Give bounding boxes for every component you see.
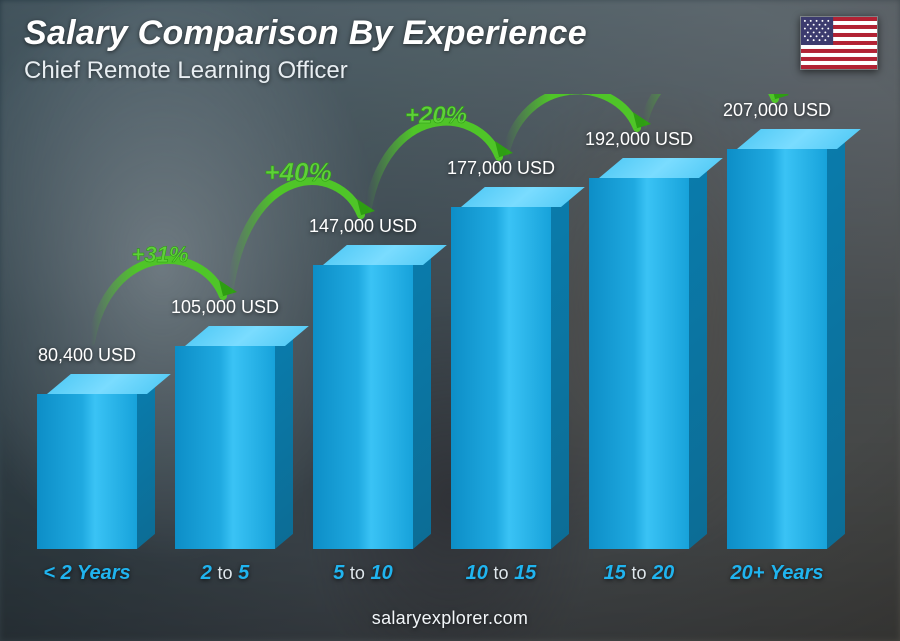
bar-side-face [275, 331, 293, 549]
bar-front-face [589, 178, 689, 549]
bar [589, 178, 689, 549]
bar-front-face [175, 346, 275, 549]
bar-value-label: 105,000 USD [145, 297, 305, 318]
bar [175, 346, 275, 549]
bars-container: 80,400 USD105,000 USD147,000 USD177,000 … [18, 94, 846, 549]
bar-side-face [137, 379, 155, 549]
x-axis-label: 2 to 5 [156, 562, 294, 585]
bar-column: 207,000 USD [708, 149, 846, 549]
bar-value-label: 207,000 USD [697, 100, 857, 121]
bar-value-label: 177,000 USD [421, 158, 581, 179]
stage: Salary Comparison By Experience Chief Re… [0, 0, 900, 641]
bar-front-face [37, 394, 137, 549]
page-title: Salary Comparison By Experience [24, 14, 587, 53]
bar-side-face [413, 250, 431, 549]
page-subtitle: Chief Remote Learning Officer [24, 57, 587, 85]
bar [727, 149, 827, 549]
bar-side-face [551, 192, 569, 549]
bar-front-face [313, 265, 413, 549]
bar-side-face [689, 163, 707, 549]
bar-value-label: 80,400 USD [7, 345, 167, 366]
bar-chart: 80,400 USD105,000 USD147,000 USD177,000 … [18, 94, 846, 593]
bar [451, 207, 551, 549]
bar-front-face [727, 149, 827, 549]
bar [313, 265, 413, 549]
x-axis-label: 15 to 20 [570, 562, 708, 585]
bar-column: 105,000 USD [156, 346, 294, 549]
bar-column: 192,000 USD [570, 178, 708, 549]
x-axis-label: < 2 Years [18, 562, 156, 585]
footer-attribution: salaryexplorer.com [0, 608, 900, 629]
x-axis-labels: < 2 Years2 to 55 to 1010 to 1515 to 2020… [18, 553, 846, 593]
bar-column: 147,000 USD [294, 265, 432, 549]
x-axis-label: 20+ Years [708, 562, 846, 585]
title-block: Salary Comparison By Experience Chief Re… [24, 14, 587, 85]
bar-value-label: 192,000 USD [559, 129, 719, 150]
bar-column: 177,000 USD [432, 207, 570, 549]
flag-icon [800, 16, 878, 70]
bar-column: 80,400 USD [18, 394, 156, 549]
bar-front-face [451, 207, 551, 549]
bar [37, 394, 137, 549]
bar-side-face [827, 134, 845, 549]
x-axis-label: 5 to 10 [294, 562, 432, 585]
bar-value-label: 147,000 USD [283, 216, 443, 237]
x-axis-label: 10 to 15 [432, 562, 570, 585]
